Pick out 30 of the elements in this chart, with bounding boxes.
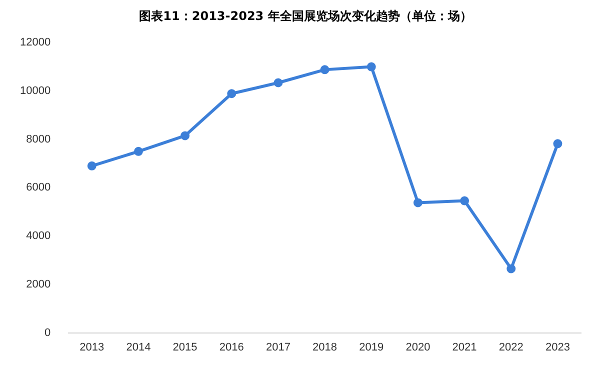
point	[553, 139, 562, 148]
point	[413, 198, 422, 208]
x-tick-label: 2013	[80, 341, 104, 354]
x-tick-label: 2015	[172, 341, 198, 354]
point	[320, 65, 330, 74]
y-tick-label: 10000	[20, 85, 51, 97]
x-tick-label: 2022	[498, 341, 524, 354]
point	[87, 161, 96, 170]
y-tick-label: 6000	[26, 182, 51, 194]
y-tick-label: 12000	[20, 36, 51, 49]
y-tick-label: 2000	[26, 278, 51, 290]
point	[227, 89, 236, 98]
x-tick-label: 2018	[312, 341, 338, 354]
point	[460, 196, 470, 206]
point	[180, 131, 190, 140]
point	[506, 264, 516, 274]
x-tick-label: 2017	[266, 341, 290, 354]
x-tick-label: 2019	[359, 341, 384, 354]
x-tick-label: 2021	[452, 341, 477, 354]
y-tick-label: 0	[44, 326, 51, 339]
y-tick-label: 8000	[26, 133, 51, 146]
point	[274, 78, 283, 88]
point	[366, 62, 376, 72]
x-tick-label: 2023	[545, 341, 570, 354]
chart-title: 图表11：2013-2023 年全国展览场次变化趋势（单位：场）	[138, 8, 473, 25]
x-tick-label: 2016	[219, 341, 244, 354]
x-tick-label: 2014	[126, 341, 151, 354]
y-tick-label: 4000	[26, 230, 51, 242]
x-tick-label: 2020	[406, 341, 430, 354]
point	[134, 146, 143, 156]
